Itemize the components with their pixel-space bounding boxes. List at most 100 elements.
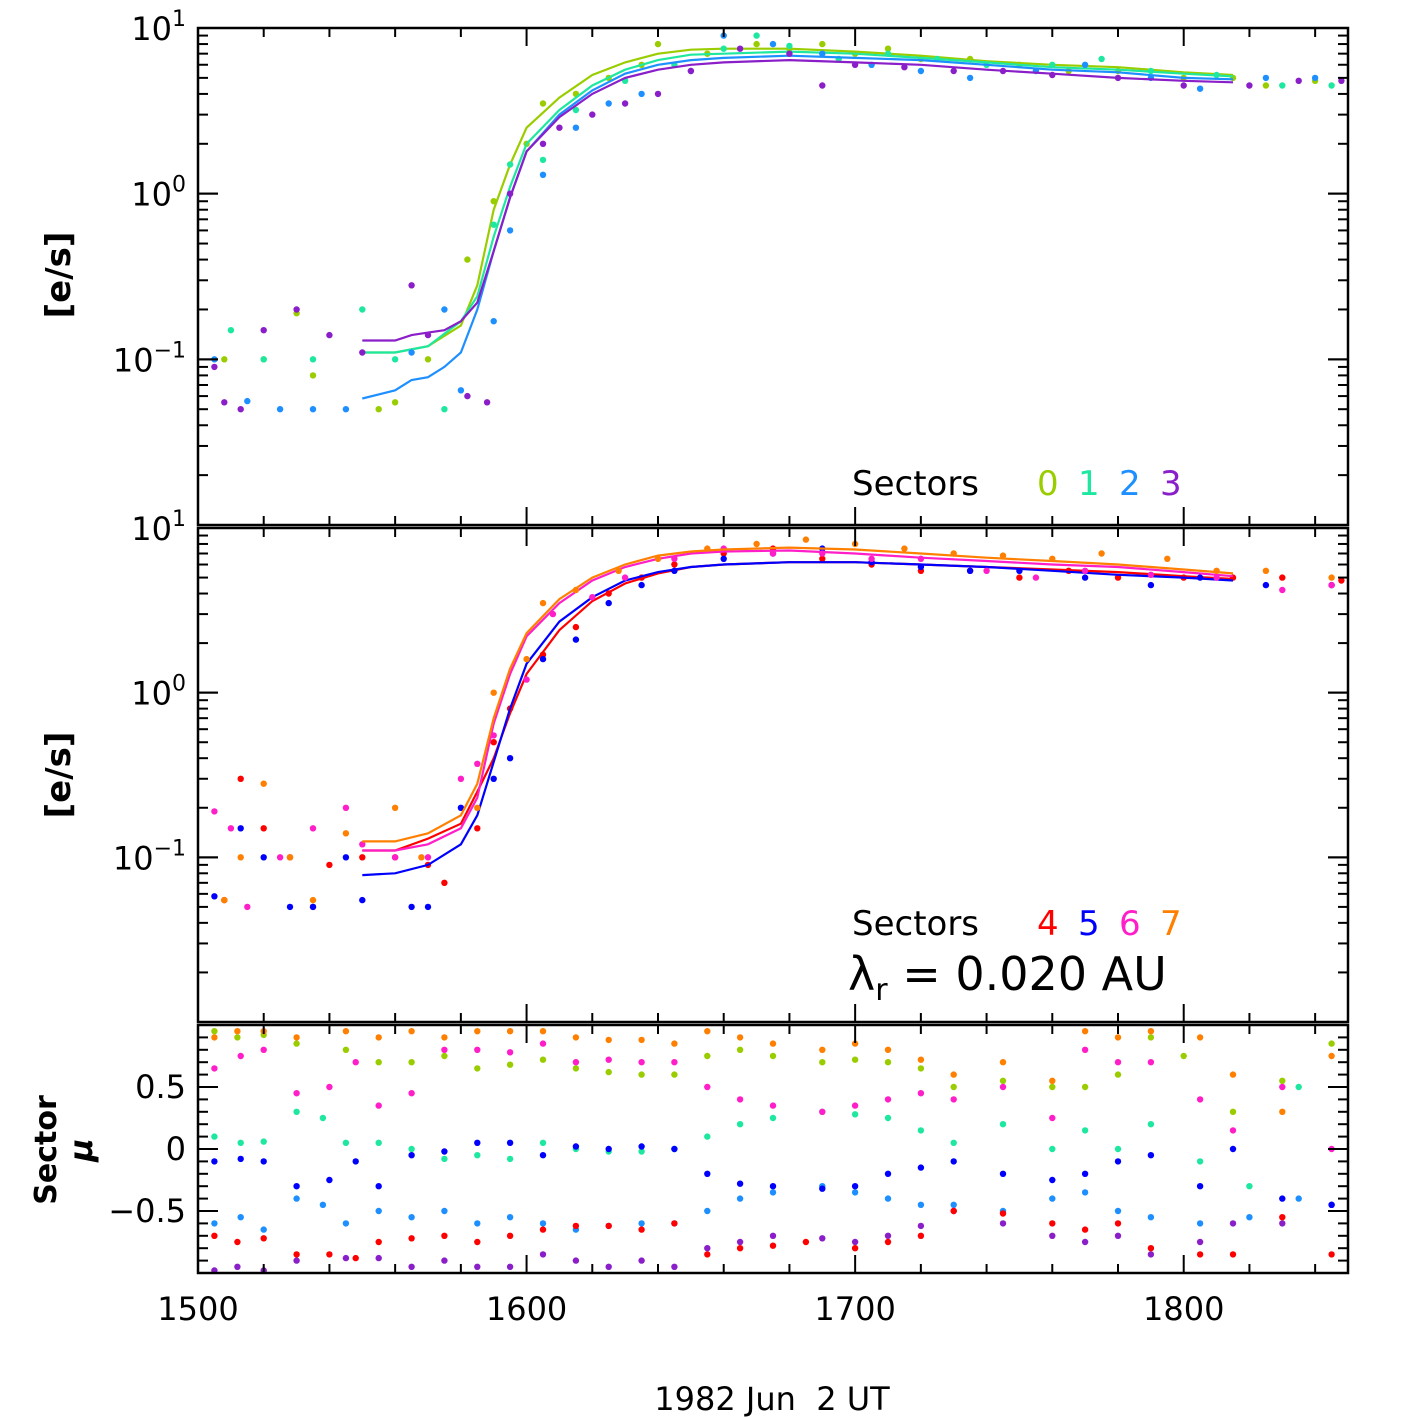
mid-series-2-point <box>1328 581 1335 589</box>
mid-series-1-point <box>490 775 497 782</box>
mid-series-1-point <box>457 804 465 811</box>
bot-series-0-point <box>671 1071 678 1078</box>
top-series-1-point <box>572 106 580 114</box>
bot-series-6-point <box>293 1090 300 1097</box>
mid-series-0-point <box>260 825 267 832</box>
top-series-0-point <box>539 100 547 107</box>
bottom-ylabel-line1: Sector <box>29 1095 64 1205</box>
mid-ytick-label-base: 10 <box>131 675 172 713</box>
mid-series-0-point <box>474 825 481 832</box>
bot-series-1-point <box>704 1133 711 1140</box>
mid-series-0-point <box>819 555 826 562</box>
top-series-1-point <box>786 42 793 50</box>
bot-series-6-point <box>950 1096 957 1103</box>
bot-ytick-label: 0 <box>166 1130 186 1168</box>
top-series-2-point <box>1311 74 1319 82</box>
bot-series-5-point <box>260 1158 267 1165</box>
mid-series-1-point <box>671 567 678 574</box>
bottom-ylabel-line2: μ <box>62 1138 100 1163</box>
bot-series-7-point <box>342 1028 350 1035</box>
bot-series-6-point <box>237 1052 244 1060</box>
mid-series-3-point <box>260 780 267 787</box>
bot-series-5-point <box>293 1183 300 1190</box>
bot-series-1-point <box>851 1111 859 1118</box>
bot-series-6-point <box>352 1059 359 1066</box>
top-series-3-point <box>851 61 859 68</box>
mid-series-1-point <box>342 854 350 861</box>
mid-series-3-point <box>539 599 547 607</box>
bot-series-3-point <box>474 1263 481 1271</box>
mid-series-2-point <box>621 574 629 581</box>
bot-series-6-point <box>1147 1059 1155 1066</box>
bot-series-5-point <box>736 1180 744 1187</box>
mid-series-3-point <box>753 540 760 548</box>
bot-series-2-point <box>211 1220 218 1227</box>
bot-series-1-point <box>342 1139 350 1147</box>
mid-series-1-point <box>286 903 294 911</box>
top-series-1-point <box>227 327 235 334</box>
top-series-2-point <box>917 67 925 75</box>
bot-series-3-point <box>884 1232 892 1240</box>
bot-series-0-point <box>408 1059 415 1066</box>
bot-series-5-point <box>1196 1183 1204 1190</box>
top-series-2-point <box>490 318 497 325</box>
top-series-0-point <box>391 399 399 406</box>
mid-series-1-point <box>1262 581 1270 589</box>
bot-series-4-point <box>638 1226 645 1233</box>
bot-series-2-point <box>375 1207 382 1215</box>
bot-series-0-point <box>884 1059 892 1066</box>
bot-series-0-point <box>1229 1108 1237 1116</box>
mid-series-3-point <box>1328 574 1335 581</box>
top-legend-sector-1: 1 <box>1078 464 1100 504</box>
bot-series-4-point <box>851 1245 859 1252</box>
bot-series-0-point <box>474 1065 481 1072</box>
bot-series-5-point <box>352 1158 359 1165</box>
mid-series-2-point <box>309 825 317 832</box>
bot-series-4-point <box>441 1232 448 1240</box>
top-series-0-point <box>309 372 317 379</box>
mid-series-3-point <box>286 854 294 861</box>
bot-series-2-point <box>441 1207 448 1215</box>
bot-series-2-point <box>638 1220 645 1227</box>
bot-series-4-point <box>260 1235 267 1242</box>
top-ytick-label: 10−1 <box>113 338 186 379</box>
bot-series-0-point <box>1147 1034 1155 1041</box>
top-series-2-point <box>539 171 547 178</box>
top-series-line-1 <box>362 50 1234 354</box>
bot-series-1-point <box>1049 1145 1056 1153</box>
bot-series-0-point <box>572 1065 580 1072</box>
bot-series-7-point <box>506 1028 514 1035</box>
bot-series-2-point <box>260 1226 267 1233</box>
bot-series-1-point <box>506 1155 514 1163</box>
top-series-2-point <box>408 349 415 356</box>
top-ytick-label: 101 <box>131 7 186 48</box>
mid-series-line-0 <box>362 561 1234 852</box>
bot-series-4-point <box>234 1238 241 1246</box>
top-series-3-point <box>556 124 563 131</box>
mid-series-3-point <box>654 555 662 562</box>
bot-series-2-point <box>474 1220 481 1227</box>
bot-series-5-point <box>1328 1201 1335 1209</box>
mid-series-0-point <box>1016 574 1023 581</box>
mid-ytick-label: 101 <box>131 507 186 548</box>
top-series-2-point <box>441 306 448 313</box>
bot-series-4-point <box>950 1207 957 1215</box>
bot-series-1-point <box>1147 1121 1155 1128</box>
bot-series-4-point <box>1229 1251 1237 1258</box>
top-series-1-point <box>1098 55 1105 63</box>
top-series-3-point <box>260 327 267 334</box>
bot-series-0-point <box>1081 1083 1089 1091</box>
bot-series-1-point <box>211 1133 218 1140</box>
bot-series-6-point <box>441 1046 448 1054</box>
top-series-0-point <box>424 356 432 363</box>
bot-series-2-point <box>319 1201 327 1209</box>
top-series-1-point <box>309 356 317 363</box>
mid-legend-sector-6: 6 <box>1119 904 1141 944</box>
bot-series-7-point <box>474 1028 481 1035</box>
bot-series-2-point <box>917 1201 925 1209</box>
mid-ytick-label: 100 <box>131 672 186 713</box>
mid-series-2-point <box>457 775 465 782</box>
mid-series-3-point <box>901 545 908 552</box>
mid-series-1-point <box>720 555 727 562</box>
